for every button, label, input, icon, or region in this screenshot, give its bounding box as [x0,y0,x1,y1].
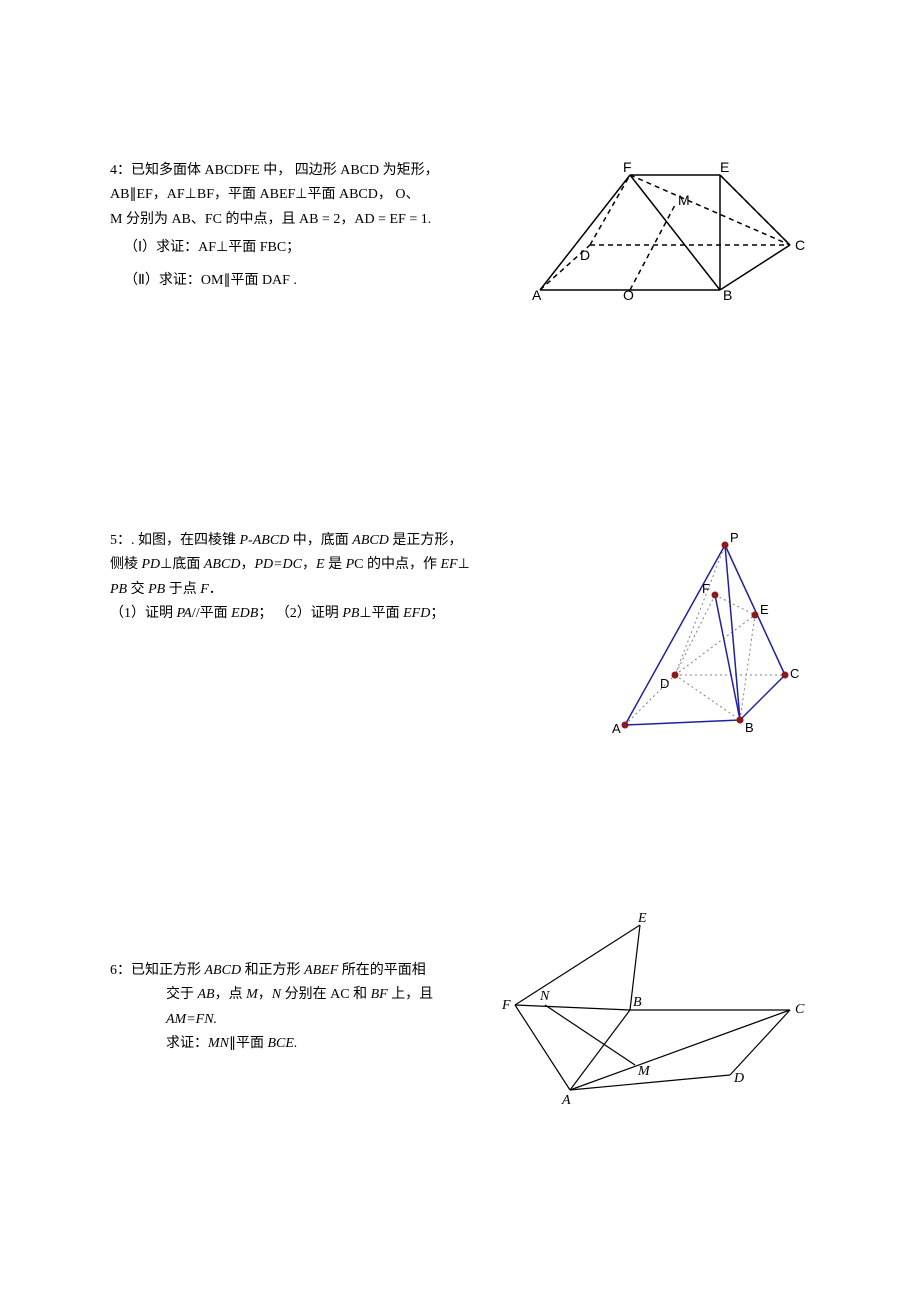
p4-label-A: A [532,287,542,300]
p6-label-D: D [733,1071,744,1086]
p4-line2: AB∥EF，AF⊥BF，平面 ABEF⊥平面 ABCD， O、 [110,184,510,206]
p5-label-E: E [760,602,769,617]
p5-label-B: B [745,720,754,735]
p6-line1: 6：已知正方形 ABCD 和正方形 ABEF 所在的平面相 [110,960,480,982]
p6-line2: 交于 AB，点 M，N 分别在 AC 和 BF 上，且 [110,984,480,1006]
p4-line5: （Ⅱ）求证：OM∥平面 DAF . [110,270,510,292]
p6-line3: AM=FN. [110,1009,480,1031]
p5-line1: 5：. 如图，在四棱锥 P-ABCD 中，底面 ABCD 是正方形， [110,530,590,552]
p6-label-B: B [633,995,642,1010]
p5-label-C: C [790,666,799,681]
p6-line4: 求证：MN∥平面 BCE. [110,1033,480,1055]
problem-5-text: 5：. 如图，在四棱锥 P-ABCD 中，底面 ABCD 是正方形， 侧棱 PD… [110,530,590,740]
p5-label-P: P [730,530,739,545]
p6-label-N: N [539,989,550,1004]
p6-label-F: F [501,998,511,1013]
p4-line4: （Ⅰ）求证：AF⊥平面 FBC； [110,237,510,259]
problem-4-text: 4：已知多面体 ABCDFE 中， 四边形 ABCD 为矩形， AB∥EF，AF… [110,160,510,300]
problem-6-text: 6：已知正方形 ABCD 和正方形 ABEF 所在的平面相 交于 AB，点 M，… [110,910,480,1058]
p5-label-A: A [612,721,621,736]
p4-label-M: M [678,192,690,208]
p4-label-B: B [723,287,732,300]
p4-label-O: O [623,287,634,300]
p4-label-D: D [580,247,590,263]
p6-label-E: E [637,911,647,926]
p6-diagram: E F B C D A M N [490,910,810,1120]
p6-label-M: M [637,1064,651,1079]
p6-label-C: C [795,1002,805,1017]
p4-line1: 4：已知多面体 ABCDFE 中， 四边形 ABCD 为矩形， [110,160,510,182]
p6-label-A: A [561,1093,571,1108]
problem-5: 5：. 如图，在四棱锥 P-ABCD 中，底面 ABCD 是正方形， 侧棱 PD… [110,530,810,740]
p5-label-D: D [660,676,669,691]
p4-label-F: F [623,160,632,175]
p5-line2: 侧棱 PD⊥底面 ABCD，PD=DC，E 是 PC 的中点，作 EF⊥ [110,554,590,576]
p5-diagram: P A B C D E F [600,530,810,740]
problem-6: 6：已知正方形 ABCD 和正方形 ABEF 所在的平面相 交于 AB，点 M，… [110,910,810,1120]
p4-line3: M 分别为 AB、FC 的中点，且 AB = 2，AD = EF = 1. [110,209,510,231]
p4-diagram: A O B D C F E M [520,160,810,300]
p5-line4: （1）证明 PA//平面 EDB； （2）证明 PB⊥平面 EFD； [110,603,590,625]
p5-line3: PB 交 PB 于点 F． [110,579,590,601]
problem-6-figure: E F B C D A M N [490,910,810,1120]
problem-4-figure: A O B D C F E M [520,160,810,300]
problem-5-figure: P A B C D E F [600,530,810,740]
p4-label-E: E [720,160,729,175]
p4-label-C: C [795,237,805,253]
problem-4: 4：已知多面体 ABCDFE 中， 四边形 ABCD 为矩形， AB∥EF，AF… [110,160,810,300]
p5-label-F: F [702,581,710,596]
